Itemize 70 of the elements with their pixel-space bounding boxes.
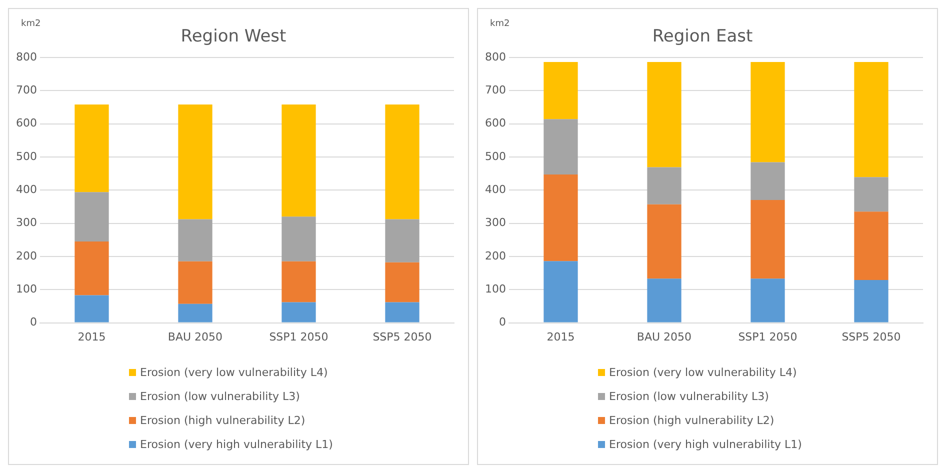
legend-label: Erosion (high vulnerability L2)	[609, 414, 774, 426]
bar	[544, 62, 578, 120]
bar	[750, 278, 785, 322]
bar	[74, 192, 109, 242]
y-tick-label: 400	[16, 182, 37, 196]
x-tick-label: 2015	[78, 330, 106, 344]
bar	[647, 62, 682, 168]
bar	[178, 261, 212, 304]
bar	[385, 219, 420, 262]
y-tick-label: 800	[484, 50, 506, 64]
bar	[544, 119, 578, 175]
y-tick-label: 300	[484, 216, 506, 230]
y-tick-label: 700	[484, 83, 506, 96]
bar	[647, 167, 682, 204]
y-tick-label: 500	[16, 150, 37, 163]
legend-label: Erosion (low vulnerability L3)	[140, 390, 300, 402]
bar	[854, 280, 888, 322]
x-tick-label: SSP5 2050	[842, 330, 901, 344]
bar	[854, 212, 888, 280]
bar	[385, 302, 420, 322]
y-axis-title: km2	[490, 19, 510, 29]
bar	[178, 104, 212, 220]
legend-label: Erosion (low vulnerability L3)	[609, 390, 769, 402]
y-tick-label: 600	[484, 116, 506, 130]
y-tick-label: 300	[16, 216, 37, 230]
legend-label: Erosion (very high vulnerability L1)	[140, 438, 333, 450]
bar	[178, 219, 212, 262]
x-tick-label: SSP5 2050	[372, 330, 432, 344]
y-tick-label: 500	[484, 150, 506, 163]
bar	[854, 177, 888, 212]
bar	[282, 104, 316, 217]
legend-label: Erosion (very low vulnerability L4)	[140, 366, 328, 378]
bar	[74, 295, 109, 322]
bar	[385, 104, 420, 220]
bar	[750, 162, 785, 200]
bar	[647, 204, 682, 279]
bar	[544, 174, 578, 262]
bar	[854, 62, 888, 178]
y-axis-title: km2	[21, 19, 41, 29]
x-tick-label: SSP1 2050	[738, 330, 798, 344]
legend-label: Erosion (very low vulnerability L4)	[609, 366, 797, 378]
x-tick-label: 2015	[546, 330, 575, 344]
y-tick-label: 200	[484, 249, 506, 262]
bar	[750, 200, 785, 279]
chart-title: Region East	[652, 26, 753, 47]
y-tick-label: 400	[484, 182, 506, 196]
y-tick-label: 100	[484, 282, 506, 296]
bar	[74, 242, 109, 296]
y-tick-label: 800	[16, 50, 37, 64]
y-tick-label: 700	[16, 83, 37, 96]
bar	[282, 261, 316, 302]
legend-label: Erosion (high vulnerability L2)	[140, 414, 306, 426]
bar	[282, 216, 316, 262]
y-tick-label: 200	[16, 249, 37, 262]
bar	[282, 302, 316, 322]
bar	[74, 104, 109, 192]
chart-title: Region West	[180, 26, 287, 47]
y-tick-label: 0	[498, 316, 506, 329]
bar	[544, 261, 578, 322]
bar	[750, 62, 785, 162]
legend-label: Erosion (very high vulnerability L1)	[609, 438, 802, 450]
y-tick-label: 0	[30, 316, 37, 329]
bar	[647, 278, 682, 322]
y-tick-label: 100	[16, 282, 37, 296]
bar	[178, 304, 212, 322]
y-tick-label: 600	[16, 116, 37, 130]
bar	[385, 262, 420, 302]
x-tick-label: SSP1 2050	[269, 330, 328, 344]
x-tick-label: BAU 2050	[636, 330, 692, 344]
x-tick-label: BAU 2050	[168, 330, 223, 344]
